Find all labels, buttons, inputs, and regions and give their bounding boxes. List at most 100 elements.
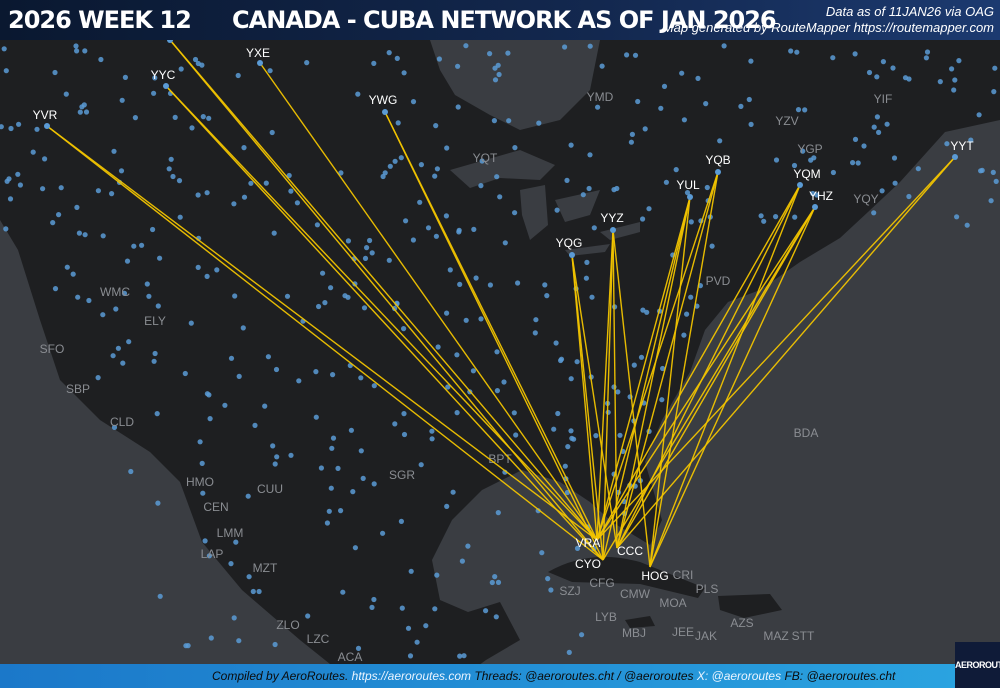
origin-dot	[812, 204, 818, 210]
airport-dot	[444, 145, 450, 151]
airport-dot	[182, 370, 188, 377]
airport-dot	[553, 340, 559, 346]
airport-dot	[558, 356, 565, 362]
airport-dot	[204, 190, 210, 196]
airport-dot	[695, 75, 701, 81]
airport-dot	[703, 101, 709, 107]
airport-dot	[478, 316, 484, 322]
airport-dot	[688, 219, 694, 225]
airport-dot	[76, 230, 82, 236]
credit: Compiled by AeroRoutes.	[212, 669, 349, 683]
airport-dot	[884, 121, 890, 127]
airport-dot	[328, 485, 334, 491]
airport-dot	[773, 157, 780, 163]
airport-dot	[748, 58, 754, 64]
origin-dot	[797, 182, 803, 188]
airport-dot	[124, 258, 131, 264]
airport-dot	[679, 70, 685, 76]
airport-dot	[425, 225, 432, 231]
airport-dot	[506, 118, 512, 124]
airport-dot	[579, 632, 585, 638]
airport-dot	[463, 317, 469, 323]
airport-dot	[791, 162, 798, 169]
airport-dot	[121, 290, 128, 296]
airport-dot	[454, 410, 460, 416]
route	[602, 206, 816, 561]
airport-dot	[369, 250, 375, 256]
background-airport-label: ELY	[144, 314, 166, 328]
threads: Threads: @aeroroutes.cht / @aeroroutes	[474, 669, 694, 683]
origin-dot	[257, 60, 263, 66]
airport-dot	[371, 60, 377, 66]
airport-dot	[178, 66, 184, 72]
airport-dot	[109, 191, 115, 197]
airport-dot	[1, 46, 7, 52]
background-airport-label: SBP	[66, 382, 90, 396]
airport-dot	[157, 593, 163, 599]
airport-dot	[126, 339, 132, 345]
airport-dot	[81, 102, 87, 108]
route	[165, 85, 604, 561]
origin-dot	[163, 83, 169, 89]
hispaniola	[625, 594, 782, 628]
airport-dot	[746, 96, 752, 103]
airport-dot	[380, 530, 386, 536]
airport-dot	[95, 375, 101, 381]
airport-dot	[473, 275, 479, 281]
airport-dot	[269, 129, 275, 136]
airport-dot	[593, 433, 599, 439]
airport-dot	[395, 120, 401, 126]
background-airport-label: PVD	[706, 274, 731, 288]
airport-dot	[496, 71, 502, 78]
airport-dot	[587, 43, 593, 49]
airport-dot	[515, 280, 521, 286]
airport-dot	[434, 166, 440, 172]
airport-dot	[252, 422, 258, 428]
airport-dot	[111, 424, 118, 430]
airport-dot	[595, 104, 601, 110]
airport-dot	[394, 55, 400, 62]
airport-dot	[352, 545, 358, 551]
airport-dot	[17, 182, 23, 188]
route	[169, 39, 604, 561]
airport-dot	[568, 428, 574, 434]
airport-dot	[949, 66, 955, 72]
airport-dot	[95, 188, 101, 194]
airport-dot	[369, 604, 375, 611]
airport-dot	[273, 366, 280, 373]
airport-dot	[924, 49, 931, 55]
airport-dot	[880, 59, 887, 65]
background-airport-label: CLD	[110, 415, 134, 429]
airport-dot	[256, 588, 262, 595]
airport-dot	[871, 124, 877, 130]
background-airport-label: YQY	[853, 192, 878, 206]
airport-dot	[794, 49, 800, 55]
airport-dot	[214, 267, 220, 273]
airport-dot	[661, 83, 668, 89]
airport-dot	[371, 596, 377, 603]
destination-label: VRA	[576, 536, 601, 550]
airport-dot	[296, 378, 302, 384]
airport-dot	[86, 297, 92, 304]
airport-dot	[624, 52, 630, 58]
airport-dot	[361, 305, 368, 311]
airport-dot	[83, 109, 90, 115]
airport-dot	[574, 545, 581, 552]
airport-dot	[855, 160, 861, 166]
airport-dot	[758, 213, 764, 219]
airport-dot	[40, 186, 46, 192]
route	[596, 184, 801, 541]
airport-dot	[246, 574, 252, 580]
airport-dot	[183, 643, 189, 649]
airport-dot	[417, 199, 423, 205]
airport-dot	[241, 145, 247, 151]
background-airport-label: JAK	[695, 629, 717, 643]
airport-dot	[852, 136, 859, 142]
airport-dot	[144, 281, 150, 287]
airport-dot	[345, 238, 351, 244]
route	[384, 111, 604, 561]
airport-dot	[684, 190, 691, 196]
info: Data as of 11JAN26 via OAG Map generated …	[663, 4, 994, 36]
background-airport-label: MAZ	[763, 629, 788, 643]
airport-dot	[272, 641, 278, 648]
